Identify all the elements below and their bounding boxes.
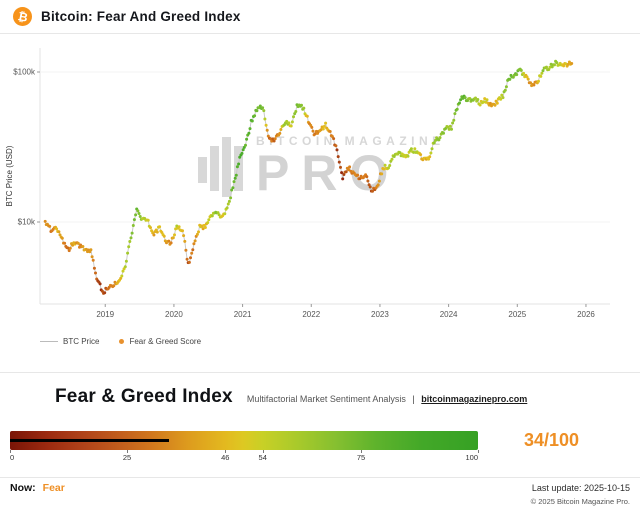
x-axis-tick-label: 2025 (508, 310, 526, 319)
legend-label: Fear & Greed Score (129, 337, 202, 346)
fear-greed-dots (43, 59, 574, 295)
x-axis-tick-label: 2024 (440, 310, 458, 319)
x-axis-tick-label: 2021 (234, 310, 252, 319)
x-axis-tick-label: 2023 (371, 310, 389, 319)
now-label: Now: (10, 482, 36, 494)
copyright: © 2025 Bitcoin Magazine Pro. (530, 497, 630, 506)
header: ₿ Bitcoin: Fear And Greed Index (0, 0, 640, 34)
panel-subtitle: Multifactorial Market Sentiment Analysis… (247, 394, 527, 404)
scale-tickmark (127, 450, 128, 453)
price-chart[interactable]: $100k $10k 2019 2020 2021 2022 2023 2024 2025 202… (0, 34, 640, 334)
x-axis-tick-label: 2020 (165, 310, 183, 319)
scale-tick-label: 100 (465, 453, 478, 462)
scale-tickmark (225, 450, 227, 453)
now-sentiment-value: Fear (42, 482, 65, 494)
panel-header: Fear & Greed Index Multifactorial Market… (0, 373, 640, 408)
y-axis-tick-label: $10k (18, 218, 36, 227)
x-axis-tick-label: 2026 (577, 310, 595, 319)
current-score-marker (10, 439, 170, 442)
chart-section: BITCOIN MAGAZINE PRO $100k $10k 2019 2020 20… (0, 34, 640, 373)
fear-greed-gradient-bar (10, 431, 478, 450)
now-row: Now: Fear Last update: 2025-10-15 (10, 482, 630, 494)
panel-title: Fear & Greed Index (55, 386, 233, 407)
scale-tickmark (361, 450, 362, 453)
subtitle-separator: | (412, 394, 415, 404)
subtitle-text: Multifactorial Market Sentiment Analysis (246, 394, 406, 404)
scale-tick-label: 75 (356, 453, 366, 462)
scale-tickmark (262, 450, 264, 453)
y-axis-title: BTC Price (USD) (5, 145, 14, 206)
scale-tickmark (478, 450, 479, 453)
scale-tick-row: 0 25 46 54 75 100 (10, 450, 479, 463)
fear-greed-panel: Fear & Greed Index Multifactorial Market… (0, 373, 640, 510)
bitcoin-logo-icon: ₿ (13, 7, 32, 26)
y-axis-tick-label: $100k (13, 68, 36, 77)
page-title: Bitcoin: Fear And Greed Index (41, 9, 241, 24)
scale-tick-label: 25 (122, 453, 132, 462)
website-link[interactable]: bitcoinmagazinepro.com (421, 394, 528, 404)
x-axis-tick-label: 2022 (302, 310, 320, 319)
dot-sample-icon (119, 339, 125, 344)
fear-greed-scale: 0 25 46 54 75 100 (10, 431, 479, 463)
legend-item-fear-greed-score[interactable]: Fear & Greed Score (119, 337, 201, 346)
line-sample-icon (40, 341, 58, 342)
x-axis-tick-label: 2019 (96, 310, 114, 319)
scale-tick-label: 46 (221, 453, 230, 462)
scale-tick-label: 0 (10, 453, 15, 462)
scale-tickmark (10, 450, 11, 453)
last-update: Last update: 2025-10-15 (531, 483, 630, 493)
btc-price-line (44, 60, 572, 295)
scale-tick-label: 54 (258, 453, 267, 462)
chart-legend: BTC Price Fear & Greed Score (40, 337, 201, 346)
score-display: 34/100 (524, 430, 580, 450)
legend-item-btc-price[interactable]: BTC Price (40, 337, 99, 346)
legend-label: BTC Price (63, 337, 100, 346)
divider (0, 477, 640, 478)
